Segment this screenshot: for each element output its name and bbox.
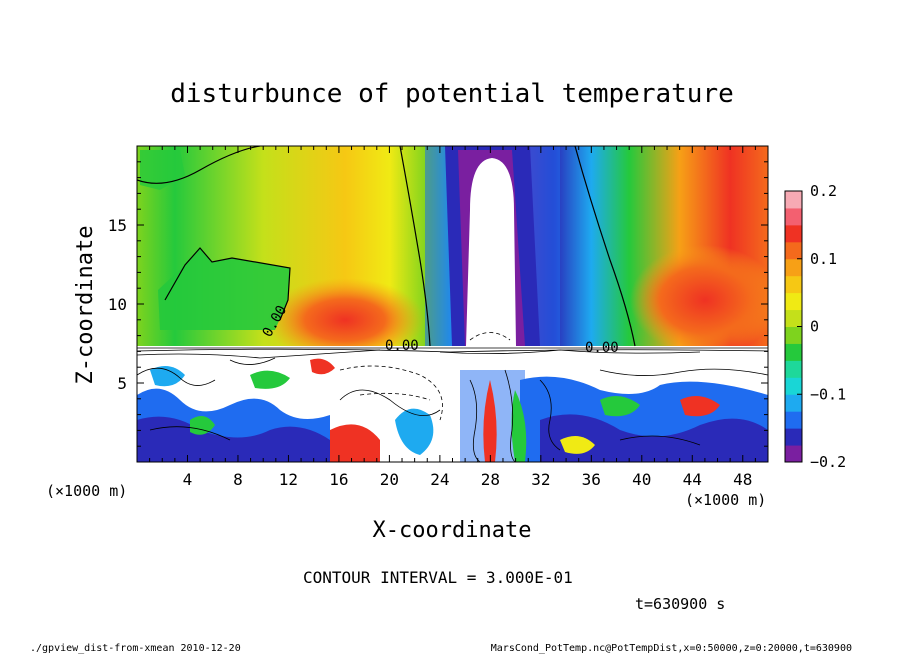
x-tick-label: 44: [683, 470, 702, 489]
y-tick-label: 10: [108, 295, 127, 314]
colorbar-swatch: [785, 411, 802, 429]
colorbar-tick-label: 0: [810, 318, 819, 336]
colorbar-swatch: [785, 309, 802, 327]
y-axis-label: Z-coordinate: [73, 226, 98, 385]
x-tick-label: 40: [632, 470, 651, 489]
colorbar-swatch: [785, 207, 802, 226]
x-tick-label: 20: [380, 470, 399, 489]
colorbar-swatch: [785, 445, 802, 463]
colorbar-swatch: [785, 343, 802, 361]
time-label: t=630900 s: [635, 595, 725, 613]
x-tick-label: 16: [329, 470, 348, 489]
heatmap-field: [137, 146, 768, 462]
colorbar-swatch: [785, 241, 802, 260]
colorbar-swatch: [785, 360, 802, 378]
y-unit-label: (×1000 m): [685, 491, 766, 509]
x-tick-label: 24: [430, 470, 449, 489]
x-unit-label: (×1000 m): [46, 482, 127, 500]
x-tick-label: 48: [733, 470, 752, 489]
chart-title: disturbunce of potential temperature: [170, 79, 734, 109]
x-axis: 4 8 12 16 20 24 28 32 36 40 44 48: [149, 146, 756, 489]
y-tick-label: 15: [108, 216, 127, 235]
contour-label: 0.00: [385, 338, 419, 354]
colorbar-swatch: [785, 394, 802, 412]
colorbar-swatch: [785, 377, 802, 395]
colorbar-tick-label: −0.2: [810, 453, 846, 471]
colorbar-tick-label: −0.1: [810, 385, 846, 403]
y-axis: 5 10 15: [108, 161, 768, 447]
colorbar-swatch: [785, 275, 802, 294]
x-axis-label: X-coordinate: [373, 518, 532, 543]
x-tick-label: 36: [582, 470, 601, 489]
x-tick-label: 4: [183, 470, 193, 489]
colorbar-swatch: [785, 224, 802, 243]
colorbar-ticks: 0.2 0.1 0 −0.1 −0.2: [797, 182, 846, 471]
colorbar-swatch: [785, 326, 802, 344]
y-tick-label: 5: [117, 374, 127, 393]
footer-right: MarsCond_PotTemp.nc@PotTempDist,x=0:5000…: [491, 643, 852, 654]
colorbar-swatch: [785, 258, 802, 277]
contour-label: 0.00: [585, 340, 619, 356]
colorbar-tick-label: 0.1: [810, 250, 837, 268]
x-tick-label: 12: [279, 470, 298, 489]
colorbar-swatch: [785, 428, 802, 446]
x-tick-label: 8: [233, 470, 243, 489]
colorbar-swatch: [785, 292, 802, 311]
contour-interval: CONTOUR INTERVAL = 3.000E-01: [303, 568, 573, 587]
colorbar: [785, 191, 802, 463]
footer-left: ./gpview_dist-from-xmean 2010-12-20: [30, 643, 241, 654]
colorbar-tick-label: 0.2: [810, 182, 837, 200]
x-tick-label: 32: [531, 470, 550, 489]
x-tick-label: 28: [481, 470, 500, 489]
colorbar-swatch: [785, 191, 802, 209]
